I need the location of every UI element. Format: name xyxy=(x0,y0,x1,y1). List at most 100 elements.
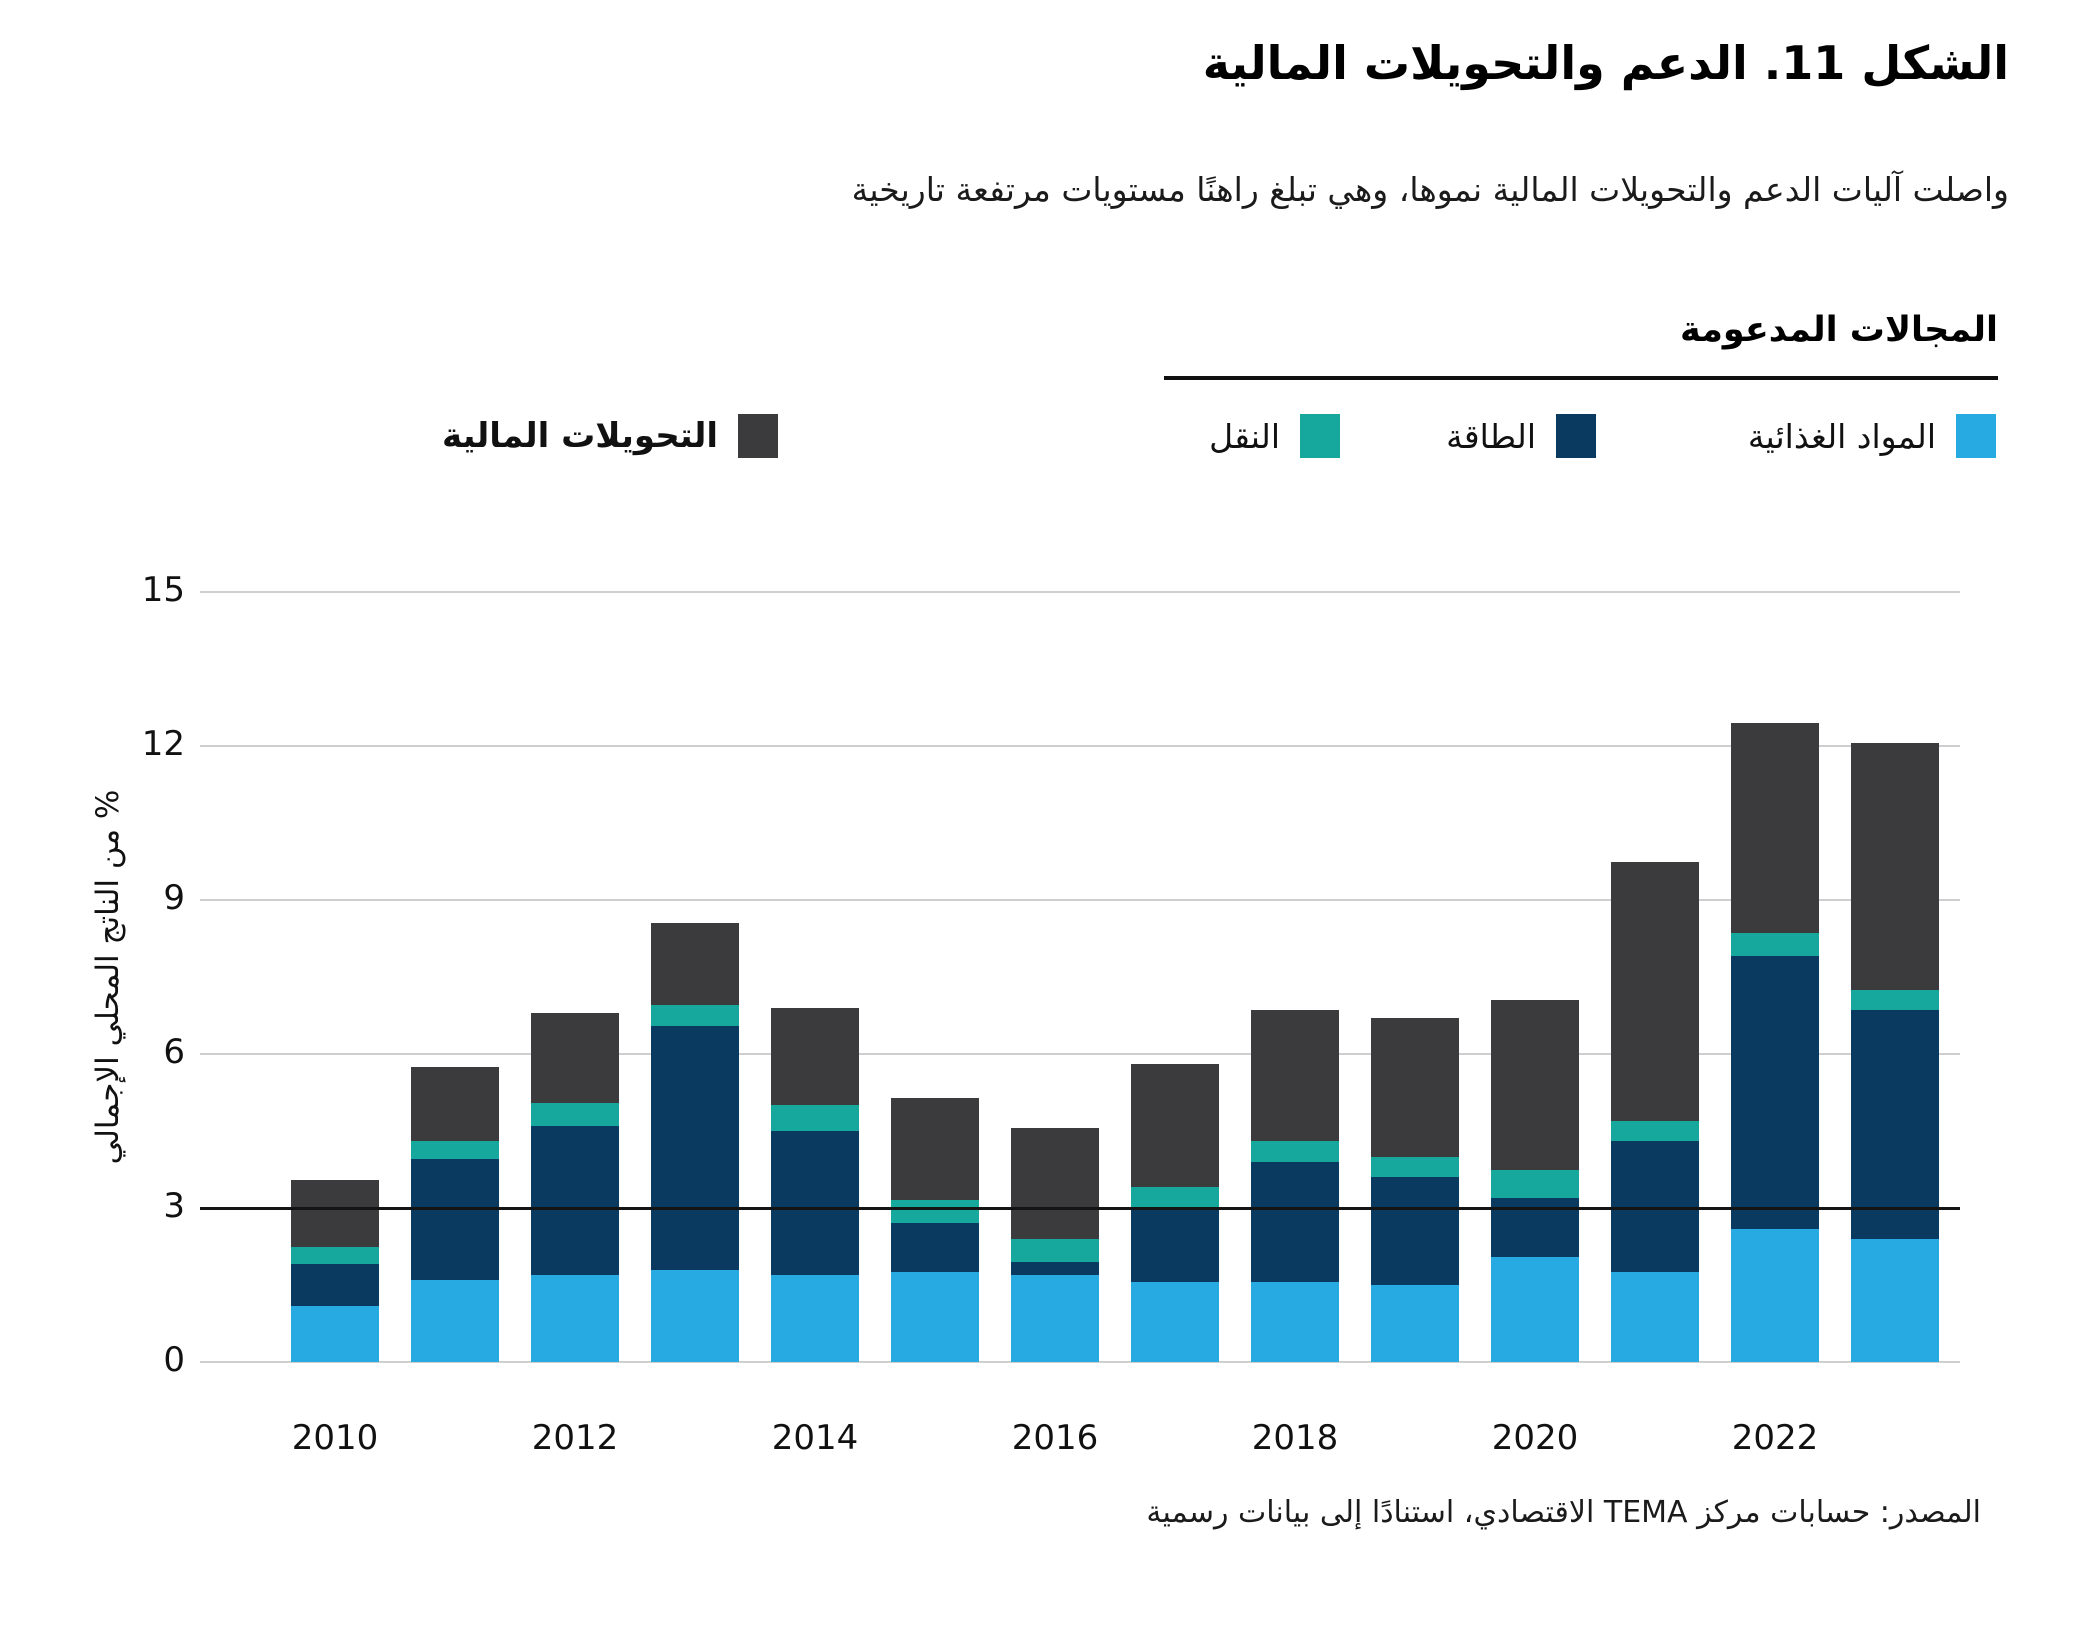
y-tick-label-9: 9 xyxy=(163,878,185,918)
bar-segment-transfers-2015 xyxy=(891,1097,979,1201)
bar-segment-food-2021 xyxy=(1611,1272,1699,1362)
bar-segment-transport-2011 xyxy=(411,1141,499,1160)
legend-underline-rule xyxy=(1164,376,1998,380)
y-tick-label-15: 15 xyxy=(141,570,185,610)
y-axis-title: % من الناتج المحلي الإجمالي xyxy=(90,789,126,1165)
bar-segment-transfers-2019 xyxy=(1371,1018,1459,1157)
gridline xyxy=(200,591,1960,593)
bar-segment-energy-2010 xyxy=(291,1264,379,1306)
bar-segment-transfers-2012 xyxy=(531,1012,619,1103)
gridline xyxy=(200,899,1960,901)
bar-segment-food-2012 xyxy=(531,1274,619,1362)
transfers-swatch-icon xyxy=(738,414,778,458)
bar-segment-transport-2012 xyxy=(531,1102,619,1126)
bar-segment-transfers-2021 xyxy=(1611,861,1699,1121)
bar-segment-transfers-2010 xyxy=(291,1179,379,1247)
bar-segment-energy-2023 xyxy=(1851,1010,1939,1239)
legend-item-label: التحويلات المالية xyxy=(442,416,718,456)
bar-2018 xyxy=(1251,592,1339,1362)
bar-segment-transport-2019 xyxy=(1371,1156,1459,1178)
bar-segment-transport-2015 xyxy=(891,1200,979,1224)
bar-segment-transfers-2022 xyxy=(1731,722,1819,934)
figure-subtitle: واصلت آليات الدعم والتحويلات المالية نمو… xyxy=(851,170,2009,209)
bar-2017 xyxy=(1131,592,1219,1362)
gridline xyxy=(200,745,1960,747)
x-tick-label-2020: 2020 xyxy=(1491,1418,1579,1458)
x-tick-label-2012: 2012 xyxy=(531,1418,619,1458)
legend-item-label: المواد الغذائية xyxy=(1747,416,1936,456)
bar-2016 xyxy=(1011,592,1099,1362)
bar-segment-energy-2018 xyxy=(1251,1161,1339,1283)
legend-item-transfers: التحويلات المالية xyxy=(442,414,778,458)
bar-segment-energy-2012 xyxy=(531,1125,619,1275)
bar-segment-food-2014 xyxy=(771,1274,859,1362)
bar-segment-energy-2019 xyxy=(1371,1177,1459,1285)
bar-segment-energy-2017 xyxy=(1131,1208,1219,1283)
bar-2010 xyxy=(291,592,379,1362)
bar-2015 xyxy=(891,592,979,1362)
bar-2014 xyxy=(771,592,859,1362)
bar-segment-energy-2015 xyxy=(891,1223,979,1273)
bar-2020 xyxy=(1491,592,1579,1362)
bar-segment-transfers-2018 xyxy=(1251,1010,1339,1142)
bar-2021 xyxy=(1611,592,1699,1362)
bar-segment-food-2016 xyxy=(1011,1274,1099,1362)
x-tick-label-2014: 2014 xyxy=(771,1418,859,1458)
bar-segment-transfers-2011 xyxy=(411,1066,499,1142)
x-tick-label-2018: 2018 xyxy=(1251,1418,1339,1458)
bar-segment-transport-2010 xyxy=(291,1246,379,1265)
bar-segment-transport-2016 xyxy=(1011,1238,1099,1262)
y-tick-label-0: 0 xyxy=(163,1340,185,1380)
figure-title: الشكل 11. الدعم والتحويلات المالية xyxy=(1202,36,2009,90)
bar-2022 xyxy=(1731,592,1819,1362)
bar-segment-energy-2016 xyxy=(1011,1261,1099,1275)
bar-segment-food-2011 xyxy=(411,1279,499,1362)
bar-segment-transport-2022 xyxy=(1731,933,1819,957)
bar-segment-transport-2021 xyxy=(1611,1120,1699,1142)
legend-group-title: المجالات المدعومة xyxy=(1680,310,1998,350)
bar-segment-transport-2014 xyxy=(771,1105,859,1131)
bar-segment-food-2013 xyxy=(651,1269,739,1362)
food-swatch-icon xyxy=(1956,414,1996,458)
bar-segment-transport-2017 xyxy=(1131,1187,1219,1208)
bar-segment-transfers-2014 xyxy=(771,1007,859,1106)
bar-2013 xyxy=(651,592,739,1362)
bar-segment-transport-2020 xyxy=(1491,1169,1579,1198)
energy-swatch-icon xyxy=(1556,414,1596,458)
bar-segment-transfers-2013 xyxy=(651,923,739,1006)
bar-segment-energy-2021 xyxy=(1611,1141,1699,1273)
bar-2011 xyxy=(411,592,499,1362)
gridline xyxy=(200,1053,1960,1055)
x-tick-label-2022: 2022 xyxy=(1731,1418,1819,1458)
legend-item-food: المواد الغذائية xyxy=(1748,414,1996,458)
bar-segment-energy-2014 xyxy=(771,1131,859,1275)
bar-2019 xyxy=(1371,592,1459,1362)
gridline xyxy=(200,1361,1960,1363)
bar-segment-transfers-2016 xyxy=(1011,1128,1099,1239)
y-tick-label-3: 3 xyxy=(163,1186,185,1226)
legend-item-label: الطاقة xyxy=(1446,416,1536,456)
bar-segment-food-2019 xyxy=(1371,1285,1459,1362)
x-tick-label-2016: 2016 xyxy=(1011,1418,1099,1458)
legend-item-label: النقل xyxy=(1209,416,1280,456)
bar-segment-energy-2011 xyxy=(411,1159,499,1280)
bar-segment-food-2017 xyxy=(1131,1282,1219,1362)
bar-segment-transfers-2020 xyxy=(1491,1000,1579,1170)
bar-segment-transport-2023 xyxy=(1851,989,1939,1011)
bar-2023 xyxy=(1851,592,1939,1362)
bar-segment-transport-2013 xyxy=(651,1005,739,1026)
bar-segment-energy-2013 xyxy=(651,1025,739,1270)
bar-segment-food-2018 xyxy=(1251,1282,1339,1362)
reference-gridline xyxy=(200,1207,1960,1210)
legend-item-energy: الطاقة xyxy=(1446,414,1596,458)
bar-segment-food-2015 xyxy=(891,1272,979,1362)
bar-segment-transfers-2017 xyxy=(1131,1064,1219,1188)
y-tick-label-12: 12 xyxy=(141,724,185,764)
bar-segment-transfers-2023 xyxy=(1851,743,1939,990)
x-tick-label-2010: 2010 xyxy=(291,1418,379,1458)
source-note: المصدر: حسابات مركز TEMA الاقتصادي، استن… xyxy=(1146,1495,1981,1530)
bar-segment-food-2010 xyxy=(291,1305,379,1362)
bar-2012 xyxy=(531,592,619,1362)
bar-segment-food-2023 xyxy=(1851,1238,1939,1362)
